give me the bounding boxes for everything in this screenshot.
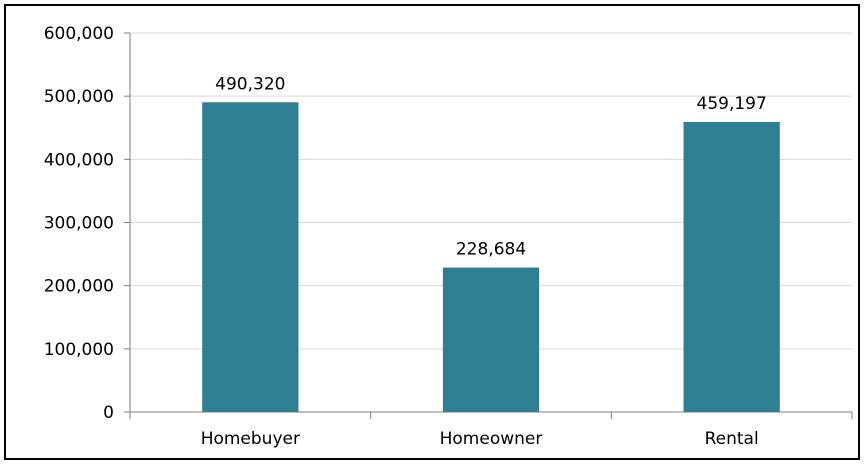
bar-homebuyer (202, 102, 299, 413)
y-tick-label: 0 (103, 403, 114, 423)
data-label: 228,684 (456, 240, 526, 260)
y-tick-label: 100,000 (44, 340, 114, 360)
y-tick-label: 200,000 (44, 277, 114, 297)
x-category-label: Homeowner (440, 429, 543, 449)
y-tick-label: 600,000 (44, 24, 114, 44)
chart-frame: 0 100,000 200,000 300,000 400,000 500,000 600,… (4, 4, 860, 460)
data-label: 459,197 (697, 94, 767, 114)
y-tick-label: 400,000 (44, 150, 114, 170)
bar-homeowner (442, 267, 540, 412)
bar-chart: 0 100,000 200,000 300,000 400,000 500,000 600,… (44, 24, 853, 449)
data-label: 490,320 (215, 74, 285, 94)
bar-rental (683, 121, 780, 413)
x-category-label: Homebuyer (201, 429, 300, 449)
y-tick-label: 500,000 (44, 87, 114, 107)
x-category-label: Rental (705, 429, 759, 449)
y-tick-label: 300,000 (44, 214, 114, 234)
